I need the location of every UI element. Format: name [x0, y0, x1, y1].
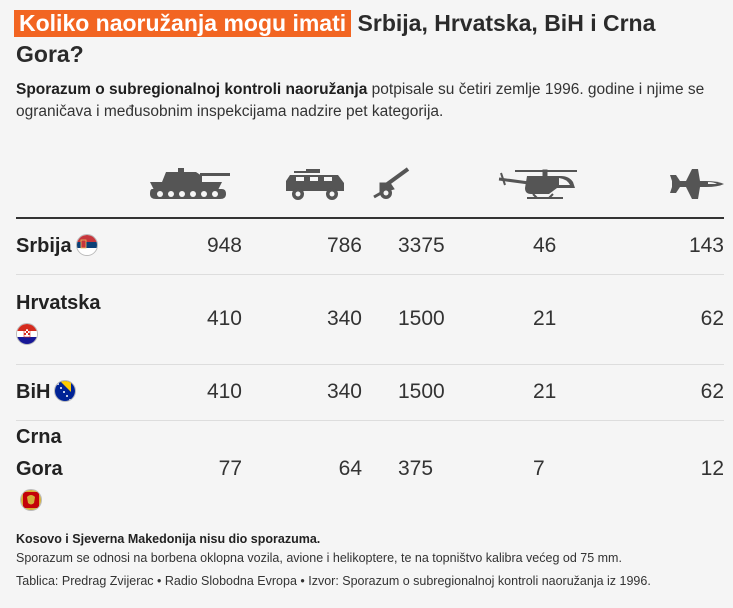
title-rest: Srbija, Hrvatska, BiH i Crna Gora?	[16, 10, 656, 67]
country-cell: BiH	[16, 364, 134, 420]
country-name: Srbija	[16, 235, 72, 258]
country-cell: Hrvatska	[16, 274, 134, 364]
table-row: Srbija 948 786 3375 46 143	[16, 218, 724, 274]
country-name: Crna Gora	[16, 425, 63, 480]
value-cell: 410	[206, 380, 242, 403]
bih-flag-icon	[54, 380, 77, 402]
value-cell: 46	[533, 234, 557, 258]
title-highlight: Koliko naoružanja mogu imati	[14, 10, 352, 37]
value-cell: 1500	[398, 307, 445, 330]
value-cell: 64	[338, 456, 362, 480]
value-cell: 12	[700, 456, 724, 480]
footnote-2: Sporazum se odnosi na borbena oklopna vo…	[16, 551, 622, 565]
footnote-1: Kosovo i Sjeverna Makedonija nisu dio sp…	[16, 532, 321, 546]
source-line: Tablica: Predrag Zvijerac • Radio Slobod…	[16, 574, 651, 588]
value-cell: 375	[398, 456, 434, 480]
helicopter-icon	[487, 151, 607, 218]
value-cell: 7	[533, 456, 545, 480]
croatia-flag-icon	[16, 323, 38, 345]
value-cell: 340	[326, 380, 362, 403]
country-cell: Crna Gora	[16, 420, 134, 517]
fighter-jet-icon	[607, 151, 724, 218]
table-row: Crna Gora 77 64 375 7 12	[16, 420, 724, 517]
country-name: BiH	[16, 381, 51, 403]
serbia-flag-icon	[75, 234, 98, 257]
intro-bold: Sporazum o subregionalnoj kontroli naoru…	[16, 81, 368, 98]
value-cell: 62	[700, 380, 724, 403]
value-cell: 143	[688, 234, 724, 258]
value-cell: 21	[533, 307, 557, 330]
chart-container: Koliko naoružanja mogu imati Srbija, Hrv…	[14, 8, 724, 511]
value-cell: 786	[326, 234, 362, 258]
montenegro-flag-icon	[20, 488, 42, 511]
country-column-header	[16, 151, 134, 218]
table-row: Hrvatska 410 340 1500 21 62	[16, 274, 724, 364]
table-header-row	[16, 151, 724, 218]
intro-text: Sporazum o subregionalnoj kontroli naoru…	[16, 79, 724, 123]
table-row: BiH 410 340 1500 21 62	[16, 364, 724, 420]
intro-rest: potpisale su četiri zemlje 1996. godine …	[16, 81, 705, 120]
value-cell: 77	[218, 456, 242, 480]
value-cell: 3375	[398, 234, 445, 258]
value-cell: 21	[533, 380, 557, 403]
value-cell: 410	[206, 307, 242, 330]
value-cell: 340	[326, 307, 362, 330]
armored-vehicle-icon	[242, 151, 362, 218]
country-cell: Srbija	[16, 218, 134, 274]
footnotes: Kosovo i Sjeverna Makedonija nisu dio sp…	[16, 530, 726, 591]
chart-title: Koliko naoružanja mogu imati Srbija, Hrv…	[14, 8, 724, 70]
value-cell: 1500	[398, 380, 445, 403]
value-cell: 62	[700, 307, 724, 330]
country-name: Hrvatska	[16, 292, 101, 314]
tank-icon	[134, 151, 242, 218]
arms-table: Srbija 948 786 3375 46 143 Hrvatska 410 …	[16, 151, 724, 517]
artillery-icon	[362, 151, 487, 218]
value-cell: 948	[206, 234, 242, 258]
